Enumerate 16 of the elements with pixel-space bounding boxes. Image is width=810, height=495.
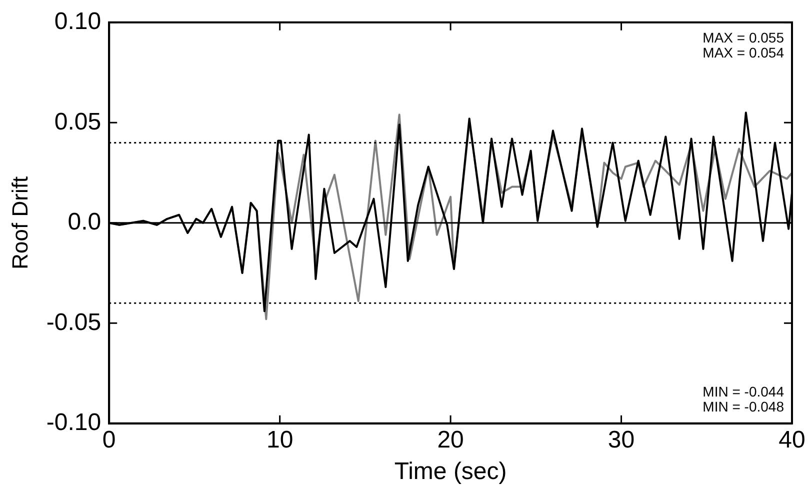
y-tick-label: 0.0 bbox=[68, 208, 102, 236]
y-tick-label: -0.05 bbox=[46, 308, 102, 336]
y-tick-label: 0.10 bbox=[54, 8, 102, 36]
annotation: MIN = -0.044 bbox=[702, 383, 784, 400]
y-tick-label: -0.10 bbox=[46, 409, 102, 436]
x-axis-title: Time (sec) bbox=[394, 458, 507, 486]
y-tick-label: 0.05 bbox=[54, 108, 102, 136]
annotation: MAX = 0.055 bbox=[702, 29, 784, 46]
x-tick-label: 40 bbox=[778, 426, 806, 454]
x-tick-label: 20 bbox=[437, 426, 464, 454]
x-tick-label: 10 bbox=[266, 426, 294, 454]
annotation: MAX = 0.054 bbox=[702, 44, 784, 60]
x-tick-label: 0 bbox=[102, 426, 116, 454]
annotation: MIN = -0.048 bbox=[702, 398, 784, 414]
y-axis-title: Roof Drift bbox=[7, 176, 32, 270]
x-tick-label: 30 bbox=[608, 426, 635, 454]
